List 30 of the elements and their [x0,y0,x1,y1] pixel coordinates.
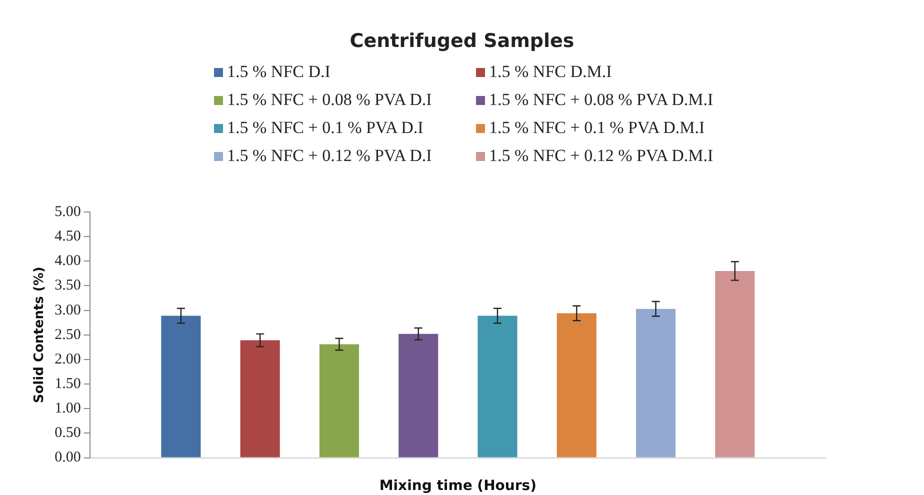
bar [240,340,280,458]
y-tick-label: 0.50 [54,425,81,442]
bar [715,270,755,458]
y-tick-label: 5.00 [54,204,81,220]
y-axis-title: Solid Contents (%) [32,266,48,404]
legend-label: 1.5 % NFC + 0.08 % PVA D.M.I [489,90,714,110]
legend-label: 1.5 % NFC D.M.I [489,62,612,82]
legend-label: 1.5 % NFC D.I [227,62,330,82]
y-tick-label: 4.50 [54,228,81,245]
legend-label: 1.5 % NFC + 0.1 % PVA D.M.I [489,118,705,138]
y-tick-label: 4.00 [54,253,81,270]
y-tick-label: 3.50 [54,278,81,294]
y-tick-label: 0.00 [54,450,81,466]
legend-label: 1.5 % NFC + 0.08 % PVA D.I [227,90,432,110]
y-tick-label: 1.50 [54,376,81,392]
y-tick-label: 3.00 [54,302,81,318]
legend-label: 1.5 % NFC + 0.12 % PVA D.M.I [489,146,714,166]
bar [398,334,438,458]
y-tick-label: 2.00 [54,351,81,368]
legend-label: 1.5 % NFC + 0.1 % PVA D.I [227,118,424,138]
bar [478,316,518,458]
chart-title: Centrifuged Samples [348,30,576,52]
bar [161,316,201,458]
bar [636,308,676,458]
legend-label: 1.5 % NFC + 0.12 % PVA D.I [227,146,432,166]
x-axis-title: Mixing time (Hours) [379,478,537,494]
bar [556,313,596,458]
y-tick-label: 1.00 [54,400,81,417]
y-tick-label: 2.50 [54,326,81,343]
bar [319,344,360,458]
